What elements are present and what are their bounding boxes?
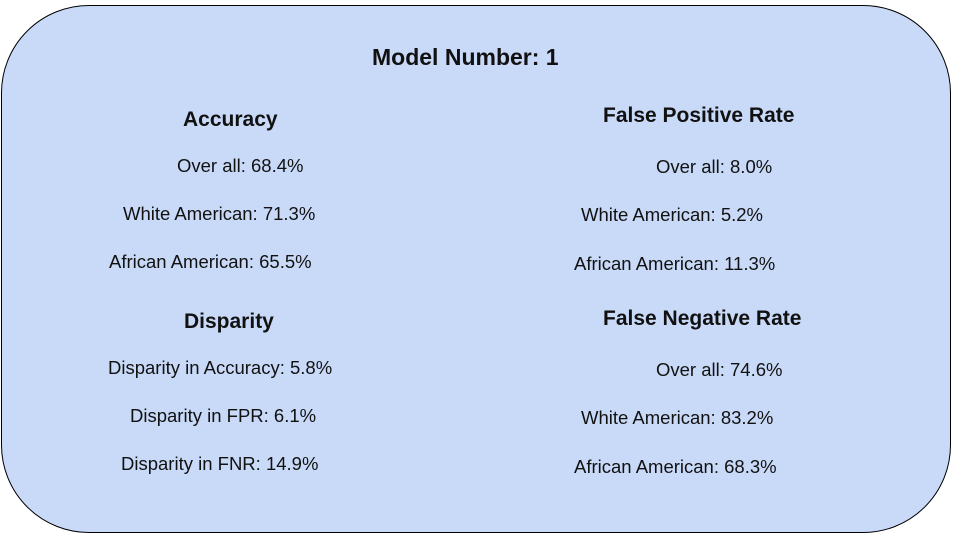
accuracy-african-american: African American: 65.5% [109,251,312,272]
fnr-heading: False Negative Rate [603,307,802,330]
model-title: Model Number: 1 [372,44,559,70]
fnr-white-american: White American: 83.2% [581,407,774,428]
accuracy-overall: Over all: 68.4% [177,155,304,176]
fnr-overall: Over all: 74.6% [656,359,783,380]
fpr-white-american: White American: 5.2% [581,204,763,225]
disparity-fpr: Disparity in FPR: 6.1% [130,405,317,426]
disparity-fnr: Disparity in FNR: 14.9% [121,453,319,474]
accuracy-heading: Accuracy [183,108,278,131]
fnr-african-american: African American: 68.3% [574,456,777,477]
model-summary-card [1,5,951,533]
fpr-overall: Over all: 8.0% [656,156,773,177]
disparity-heading: Disparity [184,310,274,333]
disparity-accuracy: Disparity in Accuracy: 5.8% [108,357,333,378]
fpr-heading: False Positive Rate [603,104,795,127]
fpr-african-american: African American: 11.3% [574,253,776,274]
accuracy-white-american: White American: 71.3% [123,203,316,224]
